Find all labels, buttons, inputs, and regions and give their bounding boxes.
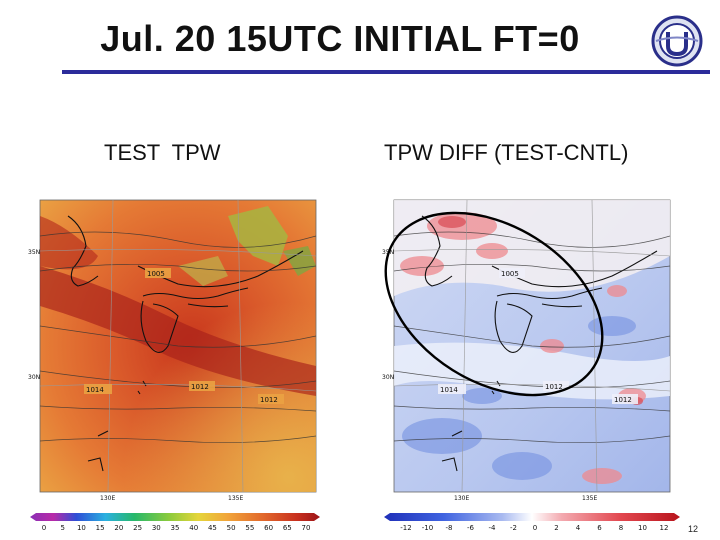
- diff-lat-30: 30N: [382, 374, 394, 381]
- tpw-colorbar-tick-label: 10: [77, 524, 86, 532]
- tpw-colorbar-tick-label: 35: [171, 524, 180, 532]
- tpw-diff-colorbar-tick-label: 2: [554, 524, 558, 532]
- tpw-diff-colorbar-tick-label: 6: [597, 524, 602, 532]
- tpw-diff-colorbar-tick-label: 0: [533, 524, 537, 532]
- tpw-colorbar-tick-label: 30: [152, 524, 161, 532]
- tpw-colorbar-tick-label: 65: [283, 524, 292, 532]
- tpw-diff-colorbar-tick-label: 10: [638, 524, 647, 532]
- tpw-colorbar-tick-label: 60: [264, 524, 273, 532]
- tpw-map: 35N 30N 130E 135E 1005 1014 1012 1012: [28, 199, 317, 502]
- tpw-lat-30: 30N: [28, 374, 40, 381]
- diff-label-p1: 1014: [440, 386, 458, 394]
- tpw-diff-colorbar-tick-label: -2: [510, 524, 517, 532]
- tpw-colorbar-tick-label: 50: [227, 524, 236, 532]
- tpw-colorbar-tick-label: 45: [208, 524, 217, 532]
- diff-label-p2: 1012: [545, 383, 563, 391]
- tpw-colorbar-tick-label: 0: [42, 524, 46, 532]
- tpw-diff-colorbar-tick-label: -10: [422, 524, 433, 532]
- diff-lon-135: 135E: [582, 495, 597, 502]
- tpw-colorbar: 0 5 10 15 20 25 30 35 40 45 50 55 60 65 70: [30, 513, 320, 532]
- highlight-ellipse: [384, 211, 604, 397]
- agency-logo: [651, 15, 703, 67]
- tpw-diff-colorbar-tick-label: -12: [400, 524, 411, 532]
- tpw-diff-colorbar-tick-label: 4: [576, 524, 581, 532]
- tpw-map-coastlines: [67, 215, 304, 472]
- tpw-lon-135: 135E: [228, 495, 243, 502]
- diff-label-p3: 1012: [614, 396, 632, 404]
- tpw-lon-130: 130E: [100, 495, 115, 502]
- diff-label-low: 1005: [501, 270, 519, 278]
- tpw-colorbar-tick-label: 70: [302, 524, 311, 532]
- tpw-colorbar-tick-label: 20: [114, 524, 123, 532]
- tpw-diff-colorbar-tick-label: -8: [446, 524, 453, 532]
- tpw-label-p3: 1012: [260, 396, 278, 404]
- tpw-diff-map-coastlines: [421, 215, 658, 472]
- tpw-colorbar-tick-label: 5: [60, 524, 64, 532]
- tpw-colorbar-tick-label: 15: [96, 524, 105, 532]
- page-number: 12: [688, 524, 699, 534]
- panel-right-label: TPW DIFF (TEST-CNTL): [384, 140, 629, 165]
- tpw-colorbar-tick-label: 25: [133, 524, 142, 532]
- tpw-diff-map-isobars: [393, 231, 671, 444]
- tpw-diff-colorbar-tick-label: 8: [619, 524, 623, 532]
- tpw-label-p1: 1014: [86, 386, 104, 394]
- tpw-diff-map: 35N 30N 130E 135E 1005 1014 1012 1012: [382, 199, 671, 502]
- title-underline: [62, 70, 710, 74]
- tpw-diff-colorbar-bar: [384, 513, 680, 521]
- tpw-map-isobars: [39, 231, 317, 444]
- tpw-diff-colorbar: -12 -10 -8 -6 -4 -2 0 2 4 6 8 10 12: [384, 513, 680, 532]
- slide-title: Jul. 20 15UTC INITIAL FT=0: [100, 18, 580, 59]
- diff-lon-130: 130E: [454, 495, 469, 502]
- tpw-diff-colorbar-tick-label: 12: [660, 524, 669, 532]
- tpw-diff-colorbar-tick-label: -4: [489, 524, 497, 532]
- panel-left-label: TEST TPW: [104, 140, 221, 165]
- tpw-colorbar-tick-label: 40: [189, 524, 198, 532]
- tpw-label-low: 1005: [147, 270, 165, 278]
- tpw-lat-35: 35N: [28, 249, 40, 256]
- tpw-colorbar-bar: [30, 513, 320, 521]
- tpw-diff-colorbar-tick-label: -6: [467, 524, 475, 532]
- tpw-label-p2: 1012: [191, 383, 209, 391]
- tpw-colorbar-tick-label: 55: [245, 524, 254, 532]
